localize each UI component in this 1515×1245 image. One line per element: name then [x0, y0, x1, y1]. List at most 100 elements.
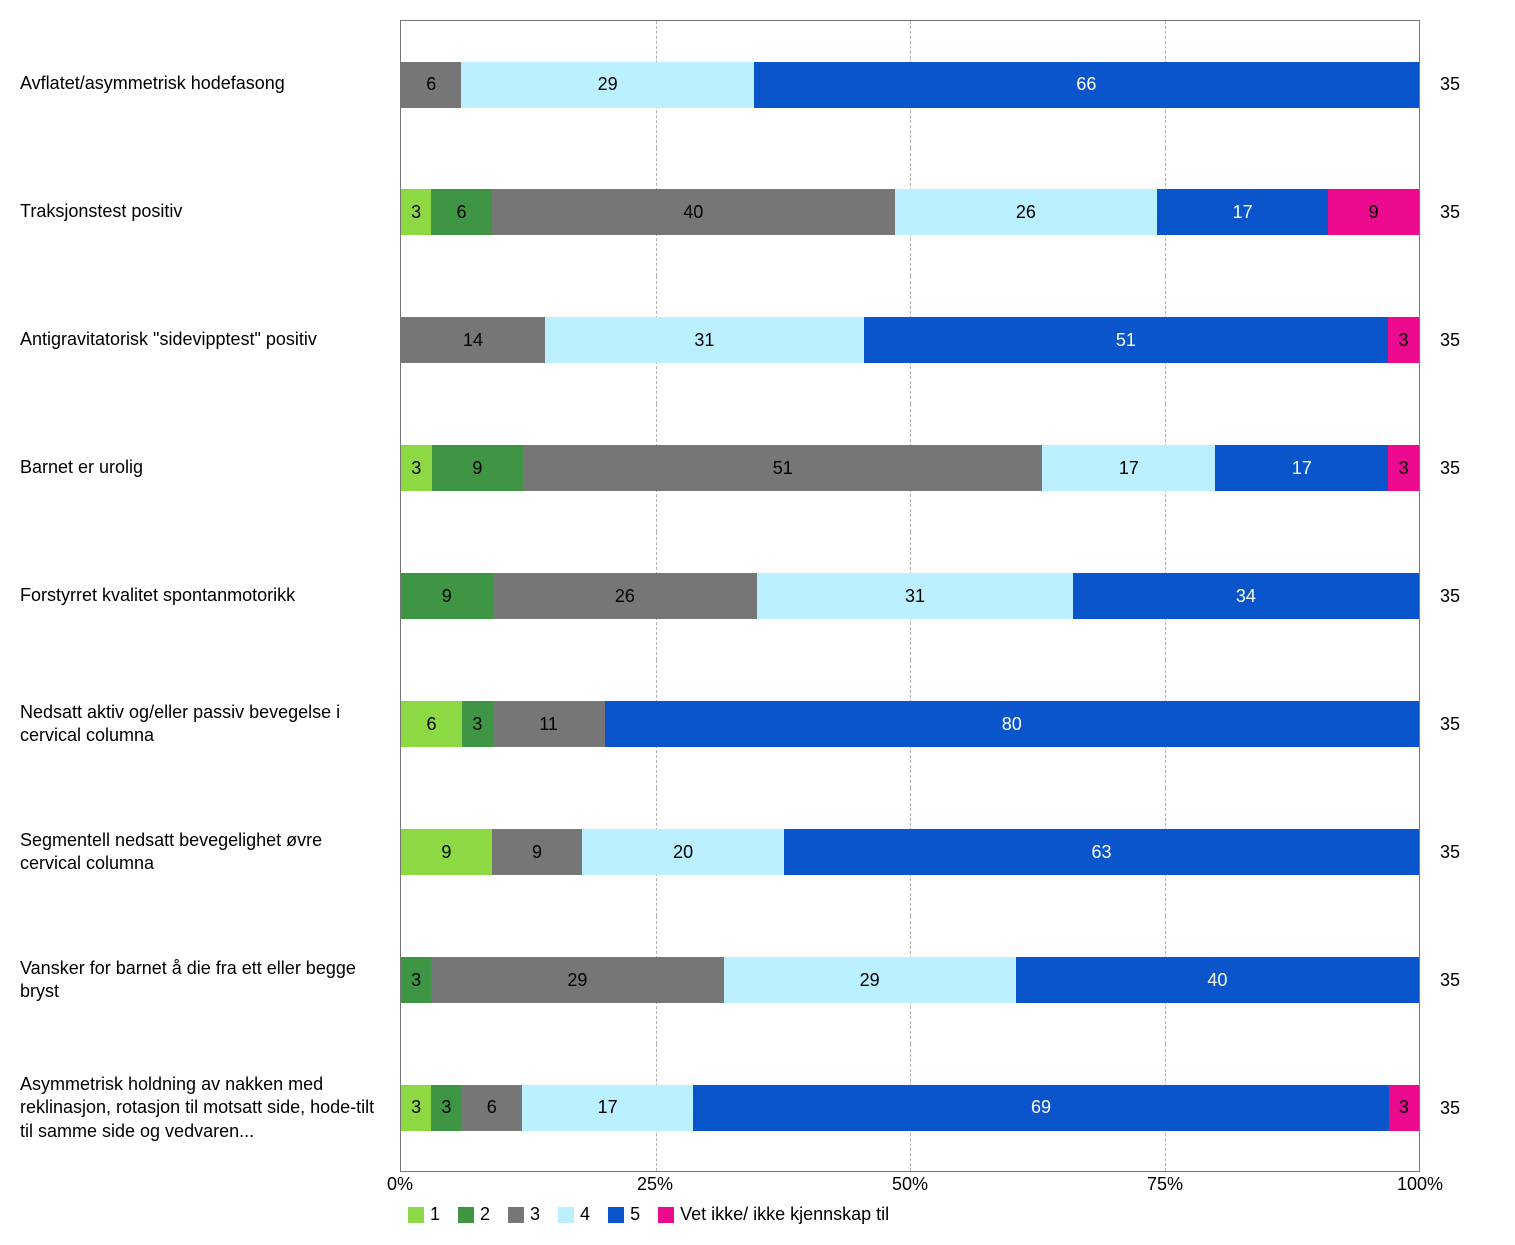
chart-row: Traksjonstest positiv36402617935: [20, 148, 1495, 276]
segment-value: 80: [1002, 714, 1022, 735]
legend-swatch: [608, 1207, 624, 1223]
row-plot: 33617693: [400, 1044, 1420, 1172]
row-label: Vansker for barnet å die fra ett eller b…: [20, 957, 400, 1004]
segment-value: 9: [472, 458, 482, 479]
segment-value: 3: [1399, 330, 1409, 351]
bar-segment-3: 6: [401, 62, 461, 108]
axis-tick: 0%: [387, 1174, 413, 1195]
bar-segment-4: 29: [724, 957, 1016, 1003]
chart-row: Vansker for barnet å die fra ett eller b…: [20, 916, 1495, 1044]
segment-value: 9: [1369, 202, 1379, 223]
segment-value: 3: [411, 458, 421, 479]
bar-segment-5: 17: [1157, 189, 1328, 235]
bar-segment-3: 14: [401, 317, 545, 363]
segment-value: 63: [1091, 842, 1111, 863]
axis-tick: 25%: [637, 1174, 673, 1195]
row-label: Asymmetrisk holdning av nakken med rekli…: [20, 1073, 400, 1143]
row-plot: 63 11 80: [400, 660, 1420, 788]
bar-segment-3: 6: [461, 1085, 521, 1131]
segment-value: 6: [487, 1097, 497, 1118]
row-plot: 36 40 26 17 9: [400, 148, 1420, 276]
segment-value: 3: [1399, 1097, 1409, 1118]
bar-segment-2: 3: [462, 701, 493, 747]
legend-label: 2: [480, 1204, 490, 1225]
row-n: 35: [1420, 970, 1480, 991]
row-n: 35: [1420, 714, 1480, 735]
segment-value: 9: [532, 842, 542, 863]
bar-segment-3: 40: [492, 189, 895, 235]
chart-row: Barnet er urolig39511717335: [20, 404, 1495, 532]
bar-segment-2: 9: [432, 445, 524, 491]
bar-segment-1: 3: [401, 189, 431, 235]
x-axis: 0% 25% 50% 75% 100%: [20, 1172, 1495, 1200]
axis-tick: 100%: [1397, 1174, 1443, 1195]
bar-segment-5: 34: [1073, 573, 1419, 619]
bar-segment-1: 6: [401, 701, 462, 747]
bar-track: 3 29 29 40: [401, 957, 1419, 1003]
axis-tick: 75%: [1147, 1174, 1183, 1195]
bar-segment-2: 3: [401, 957, 431, 1003]
row-n: 35: [1420, 586, 1480, 607]
bar-segment-6: 3: [1388, 445, 1419, 491]
bar-segment-4: 31: [545, 317, 864, 363]
bar-segment-1: 9: [401, 829, 492, 875]
axis-tick: 50%: [892, 1174, 928, 1195]
bar-segment-2: 9: [401, 573, 493, 619]
row-label: Segmentell nedsatt bevegelighet øvre cer…: [20, 829, 400, 876]
bar-segment-3: 26: [493, 573, 758, 619]
bar-segment-4: 17: [522, 1085, 693, 1131]
segment-value: 9: [442, 586, 452, 607]
chart-rows: Avflatet/asymmetrisk hodefasong6296635Tr…: [20, 20, 1495, 1172]
bar-track: 143151 3: [401, 317, 1419, 363]
segment-value: 9: [441, 842, 451, 863]
bar-segment-5: 63: [784, 829, 1419, 875]
segment-value: 17: [1119, 458, 1139, 479]
row-n: 35: [1420, 458, 1480, 479]
bar-segment-3: 51: [523, 445, 1042, 491]
segment-value: 17: [1233, 202, 1253, 223]
chart-row: Nedsatt aktiv og/eller passiv bevegelse …: [20, 660, 1495, 788]
row-n: 35: [1420, 330, 1480, 351]
legend-swatch: [508, 1207, 524, 1223]
row-plot: 9 2631 34: [400, 532, 1420, 660]
plot-area: 9 2631 34: [400, 532, 1420, 660]
bar-segment-5: 51: [864, 317, 1388, 363]
segment-value: 26: [1016, 202, 1036, 223]
legend-swatch: [408, 1207, 424, 1223]
plot-area: 33617693: [400, 1044, 1420, 1172]
plot-area: 62966: [400, 20, 1420, 148]
bar-track: 36 40 26 17 9: [401, 189, 1419, 235]
chart-row: Antigravitatorisk "sidevipptest" positiv…: [20, 276, 1495, 404]
bar-segment-5: 69: [693, 1085, 1388, 1131]
chart-row: Avflatet/asymmetrisk hodefasong6296635: [20, 20, 1495, 148]
row-plot: 395117173: [400, 404, 1420, 532]
plot-area: 992063: [400, 788, 1420, 916]
bar-segment-4: 26: [895, 189, 1157, 235]
row-n: 35: [1420, 202, 1480, 223]
row-plot: 992063: [400, 788, 1420, 916]
chart-row: Segmentell nedsatt bevegelighet øvre cer…: [20, 788, 1495, 916]
segment-value: 11: [539, 714, 558, 735]
legend-swatch: [658, 1207, 674, 1223]
bar-track: 992063: [401, 829, 1419, 875]
legend-swatch: [458, 1207, 474, 1223]
segment-value: 34: [1236, 586, 1256, 607]
legend-label: 4: [580, 1204, 590, 1225]
legend-item-1: 1: [408, 1204, 440, 1225]
bar-segment-5: 40: [1016, 957, 1419, 1003]
row-plot: 143151 3: [400, 276, 1420, 404]
segment-value: 3: [441, 1097, 451, 1118]
segment-value: 29: [567, 970, 587, 991]
legend-swatch: [558, 1207, 574, 1223]
legend-label: 1: [430, 1204, 440, 1225]
bar-track: 395117173: [401, 445, 1419, 491]
bar-segment-1: 3: [401, 445, 432, 491]
segment-value: 29: [860, 970, 880, 991]
bar-segment-4: 31: [757, 573, 1073, 619]
bar-track: 63 11 80: [401, 701, 1419, 747]
plot-area: 63 11 80: [400, 660, 1420, 788]
bar-segment-6: 3: [1388, 317, 1419, 363]
segment-value: 3: [411, 202, 421, 223]
segment-value: 40: [683, 202, 703, 223]
bar-segment-2: 6: [431, 189, 491, 235]
